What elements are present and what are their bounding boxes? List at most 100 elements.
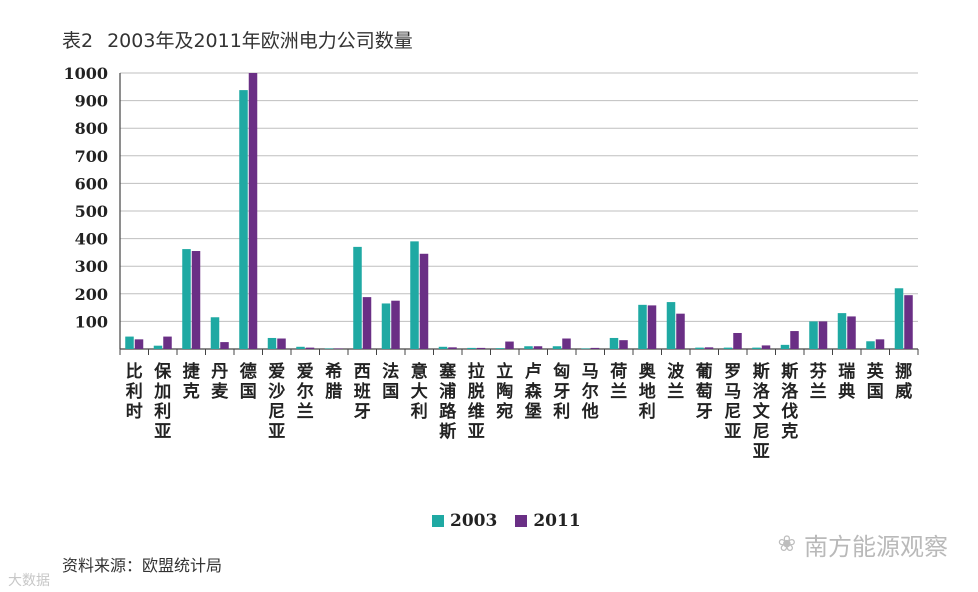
- bar-2003-芬兰: [809, 321, 818, 349]
- bar-2011-比利时: [134, 339, 144, 349]
- bars: [125, 73, 913, 349]
- x-tick-label: 拉脱维亚: [468, 361, 485, 442]
- bar-2003-斯洛文尼亚: [752, 347, 761, 349]
- legend-item-2003: 2003: [432, 511, 497, 531]
- bar-2003-拉脱维亚: [467, 347, 476, 349]
- bar-2011-法国: [391, 300, 400, 349]
- legend-swatch-2011: [515, 515, 528, 527]
- bar-2011-奥地利: [647, 305, 657, 349]
- chart-title: 表2 2003年及2011年欧洲电力公司数量: [62, 26, 413, 53]
- x-tick-label: 丹麦: [211, 362, 229, 402]
- source-note: 资料来源：欧盟统计局: [62, 556, 223, 575]
- bar-2003-法国: [381, 303, 391, 349]
- x-tick-label: 意大利: [411, 361, 428, 422]
- bar-2011-爱沙尼亚: [277, 338, 286, 349]
- bar-2003-瑞典: [837, 313, 847, 349]
- bar-2011-爱尔兰: [305, 347, 315, 349]
- bar-2003-挪威: [894, 288, 904, 349]
- bar-2011-德国: [248, 73, 258, 349]
- x-tick-label: 德国: [240, 361, 257, 402]
- bar-2011-马尔他: [590, 347, 600, 349]
- x-axis-labels: 比利时保加利亚捷克丹麦德国爱沙尼亚爱尔兰希腊西班牙法国意大利塞浦路斯拉脱维亚立陶…: [119, 349, 919, 462]
- bar-2011-捷克: [191, 251, 201, 349]
- legend-label-2011: 2011: [533, 511, 581, 531]
- bar-2003-斯洛伐克: [780, 344, 790, 349]
- x-tick-label: 希腊: [325, 361, 342, 402]
- y-tick-label: 400: [75, 230, 108, 249]
- bar-2011-英国: [875, 339, 885, 349]
- bar-2011-保加利亚: [163, 336, 172, 349]
- x-tick-label: 西班牙: [354, 362, 371, 422]
- x-tick-label: 保加利亚: [153, 361, 172, 442]
- bar-2011-拉脱维亚: [476, 347, 486, 349]
- bar-2011-立陶宛: [505, 341, 514, 349]
- legend-item-2011: 2011: [515, 511, 581, 531]
- y-tick-label: 300: [75, 257, 108, 276]
- bar-2011-罗马尼亚: [733, 332, 742, 349]
- bar-2003-德国: [239, 90, 248, 349]
- x-tick-label: 荷兰: [610, 361, 627, 402]
- bar-2003-希腊: [324, 348, 334, 349]
- bar-2011-瑞典: [847, 316, 856, 349]
- table-number: 表2: [62, 30, 94, 52]
- bar-2011-西班牙: [362, 297, 372, 349]
- y-tick-label: 900: [75, 92, 108, 111]
- y-tick-label: 700: [75, 147, 108, 166]
- y-tick-label: 200: [75, 285, 108, 304]
- legend-swatch-2003: [432, 515, 444, 527]
- y-tick-label: 800: [75, 119, 108, 138]
- bar-2011-希腊: [334, 348, 343, 349]
- bar-2011-葡萄牙: [704, 347, 714, 349]
- x-tick-label: 卢森堡: [525, 361, 543, 422]
- x-tick-label: 爱沙尼亚: [268, 361, 285, 442]
- bar-2003-西班牙: [353, 246, 362, 349]
- bar-2003-荷兰: [609, 337, 619, 349]
- bar-2011-斯洛伐克: [790, 331, 799, 349]
- x-tick-label: 芬兰: [809, 361, 828, 402]
- x-tick-label: 葡萄牙: [695, 362, 713, 422]
- legend-label-2003: 2003: [450, 511, 498, 531]
- bar-2003-葡萄牙: [695, 347, 704, 349]
- bar-2003-奥地利: [638, 304, 647, 349]
- bar-2011-芬兰: [818, 321, 828, 349]
- bar-2003-保加利亚: [153, 345, 163, 349]
- y-tick-label: 100: [75, 312, 108, 331]
- bar-2011-丹麦: [220, 342, 229, 349]
- watermark: ❀ 南方能源观察: [778, 527, 948, 562]
- bar-2011-意大利: [419, 253, 429, 349]
- bar-2011-斯洛文尼亚: [761, 345, 771, 349]
- x-tick-label: 匈牙利: [552, 361, 570, 422]
- x-tick-label: 比利时: [126, 361, 143, 422]
- corner-watermark: 大数据: [8, 573, 50, 589]
- title-text: 2003年及2011年欧洲电力公司数量: [107, 30, 413, 52]
- bar-2011-荷兰: [619, 340, 628, 349]
- bar-2011-波兰: [676, 313, 685, 349]
- x-tick-label: 塞浦路斯: [439, 361, 457, 442]
- y-tick-label: 1000: [63, 64, 108, 83]
- x-tick-label: 斯洛伐克: [781, 361, 799, 442]
- bar-2011-卢森堡: [533, 346, 543, 349]
- x-tick-label: 罗马尼亚: [724, 362, 741, 442]
- bar-2003-立陶宛: [495, 348, 505, 349]
- bar-2011-塞浦路斯: [448, 347, 457, 349]
- x-tick-label: 立陶宛: [495, 361, 513, 422]
- bar-2003-捷克: [182, 249, 191, 349]
- bar-2003-卢森堡: [524, 346, 533, 349]
- bar-2011-匈牙利: [562, 338, 571, 349]
- x-tick-label: 奥地利: [639, 361, 657, 422]
- bar-2003-意大利: [410, 241, 419, 349]
- bar-2003-马尔他: [581, 348, 590, 349]
- y-tick-label: 600: [75, 174, 108, 193]
- bar-2003-丹麦: [210, 317, 220, 349]
- x-tick-label: 马尔他: [581, 362, 599, 422]
- y-axis: 100 200 300 400 500 600 700 800 900 1000: [63, 64, 918, 350]
- x-tick-label: 爱尔兰: [297, 361, 314, 422]
- x-tick-label: 英国: [867, 361, 885, 402]
- wechat-icon: ❀: [777, 532, 796, 557]
- watermark-text: 南方能源观察: [804, 533, 948, 561]
- bar-2011-挪威: [904, 295, 913, 349]
- x-tick-label: 捷克: [183, 361, 201, 402]
- bar-2003-罗马尼亚: [723, 347, 733, 349]
- x-tick-label: 波兰: [667, 361, 685, 402]
